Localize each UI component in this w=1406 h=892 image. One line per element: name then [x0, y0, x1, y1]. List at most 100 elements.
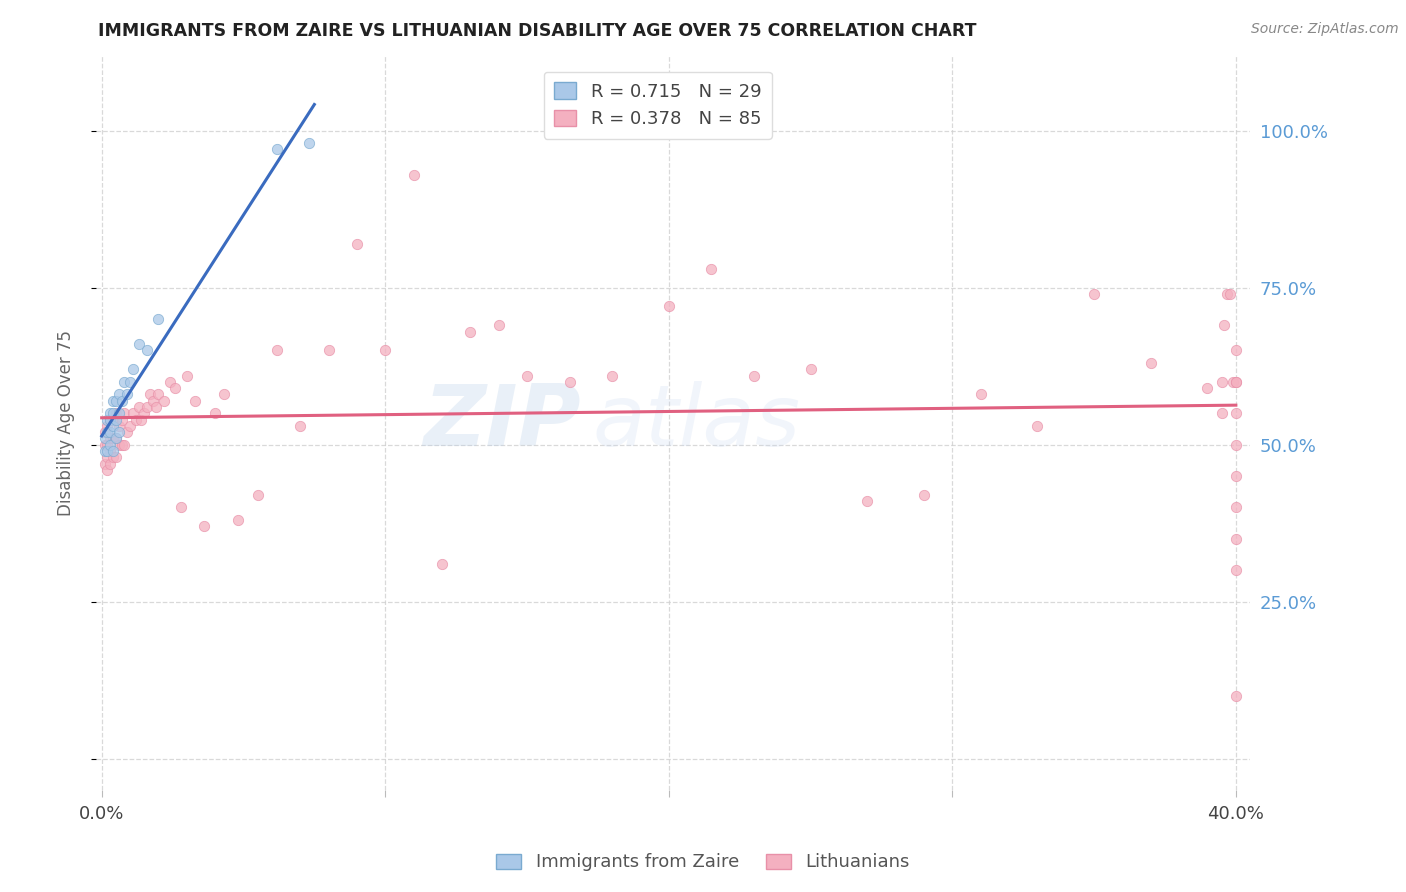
Point [122, 362, 145, 376]
Point [742, 368, 765, 383]
Point [136, 343, 159, 358]
Point [96, 412, 118, 426]
Point [115, 425, 138, 439]
Point [266, 343, 288, 358]
Point [107, 437, 129, 451]
Point [212, 387, 235, 401]
Point [246, 488, 269, 502]
Point [402, 168, 425, 182]
Point [98, 412, 121, 426]
Point [1225, 563, 1247, 577]
Point [176, 368, 198, 383]
Point [101, 444, 124, 458]
Point [266, 142, 288, 156]
Point [112, 375, 135, 389]
Point [1225, 406, 1247, 420]
Point [128, 400, 150, 414]
Point [1225, 500, 1247, 515]
Point [104, 431, 127, 445]
Point [112, 406, 135, 420]
Point [104, 393, 127, 408]
Point [969, 387, 991, 401]
Point [96, 418, 118, 433]
Point [104, 412, 127, 426]
Point [159, 375, 181, 389]
Point [516, 368, 538, 383]
Point [1197, 381, 1219, 395]
Point [184, 393, 207, 408]
Point [153, 393, 176, 408]
Point [118, 418, 141, 433]
Point [226, 513, 249, 527]
Point [96, 437, 118, 451]
Point [98, 406, 121, 420]
Point [118, 375, 141, 389]
Text: IMMIGRANTS FROM ZAIRE VS LITHUANIAN DISABILITY AGE OVER 75 CORRELATION CHART: IMMIGRANTS FROM ZAIRE VS LITHUANIAN DISA… [98, 22, 977, 40]
Text: ZIP: ZIP [423, 381, 581, 464]
Legend: Immigrants from Zaire, Lithuanians: Immigrants from Zaire, Lithuanians [489, 847, 917, 879]
Point [1213, 318, 1236, 333]
Point [1139, 356, 1161, 370]
Point [125, 412, 148, 426]
Point [204, 406, 226, 420]
Point [98, 437, 121, 451]
Point [101, 418, 124, 433]
Point [1225, 469, 1247, 483]
Point [93, 437, 115, 451]
Point [1083, 286, 1105, 301]
Point [1216, 286, 1239, 301]
Point [98, 444, 121, 458]
Point [104, 406, 127, 420]
Point [131, 412, 153, 426]
Point [856, 494, 879, 508]
Point [142, 393, 165, 408]
Point [107, 425, 129, 439]
Point [165, 381, 187, 395]
Point [107, 406, 129, 420]
Point [799, 362, 821, 376]
Point [101, 393, 124, 408]
Point [1026, 418, 1049, 433]
Point [488, 318, 510, 333]
Point [912, 488, 935, 502]
Point [93, 431, 115, 445]
Y-axis label: Disability Age Over 75: Disability Age Over 75 [58, 330, 75, 516]
Point [374, 343, 396, 358]
Point [115, 387, 138, 401]
Point [148, 312, 170, 326]
Point [145, 400, 167, 414]
Text: Source: ZipAtlas.com: Source: ZipAtlas.com [1251, 22, 1399, 37]
Point [93, 457, 115, 471]
Point [112, 437, 135, 451]
Point [1225, 375, 1247, 389]
Point [288, 418, 311, 433]
Point [1222, 375, 1244, 389]
Point [96, 425, 118, 439]
Point [700, 261, 723, 276]
Point [1225, 437, 1247, 451]
Point [170, 500, 193, 515]
Point [122, 406, 145, 420]
Point [298, 136, 321, 150]
Point [1219, 286, 1241, 301]
Point [128, 337, 150, 351]
Point [318, 343, 340, 358]
Point [110, 412, 132, 426]
Point [558, 375, 581, 389]
Point [1225, 375, 1247, 389]
Point [98, 431, 121, 445]
Point [96, 450, 118, 465]
Point [430, 557, 453, 571]
Point [193, 519, 215, 533]
Point [107, 387, 129, 401]
Point [96, 444, 118, 458]
Point [93, 425, 115, 439]
Point [101, 412, 124, 426]
Point [136, 400, 159, 414]
Point [148, 387, 170, 401]
Point [1225, 532, 1247, 546]
Point [101, 406, 124, 420]
Point [1225, 689, 1247, 703]
Point [101, 431, 124, 445]
Point [110, 393, 132, 408]
